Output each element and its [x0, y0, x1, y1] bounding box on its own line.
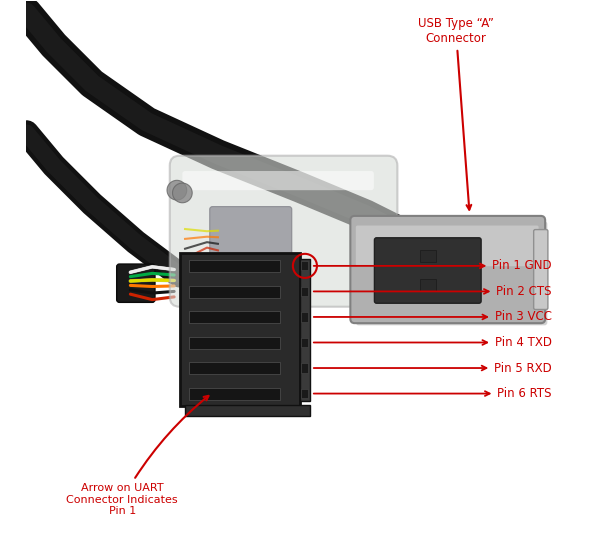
- Text: Pin 5 RXD: Pin 5 RXD: [314, 361, 552, 375]
- Bar: [421, 250, 436, 262]
- Bar: [301, 287, 308, 296]
- Bar: [301, 338, 308, 347]
- Bar: [190, 260, 280, 272]
- Circle shape: [167, 180, 187, 200]
- FancyBboxPatch shape: [170, 156, 397, 307]
- Circle shape: [172, 183, 192, 203]
- Bar: [301, 312, 308, 322]
- Bar: [300, 258, 310, 401]
- Bar: [190, 286, 280, 298]
- Bar: [190, 388, 280, 400]
- Text: Pin 3 VCC: Pin 3 VCC: [314, 310, 552, 323]
- Bar: [190, 337, 280, 349]
- FancyBboxPatch shape: [350, 216, 545, 323]
- Bar: [190, 362, 280, 374]
- Text: Pin 6 RTS: Pin 6 RTS: [314, 387, 552, 400]
- FancyBboxPatch shape: [210, 207, 292, 267]
- FancyBboxPatch shape: [374, 238, 481, 303]
- FancyBboxPatch shape: [356, 226, 539, 266]
- Text: Pin 1 GND: Pin 1 GND: [314, 260, 552, 272]
- FancyBboxPatch shape: [533, 229, 548, 310]
- Bar: [301, 389, 308, 398]
- Bar: [301, 261, 308, 271]
- Text: Pin 2 CTS: Pin 2 CTS: [314, 285, 552, 298]
- Bar: [421, 279, 436, 291]
- FancyBboxPatch shape: [182, 171, 374, 190]
- Bar: [301, 364, 308, 372]
- FancyBboxPatch shape: [116, 264, 155, 303]
- Bar: [179, 253, 300, 406]
- Text: Arrow on UART
Connector Indicates
Pin 1: Arrow on UART Connector Indicates Pin 1: [67, 396, 208, 516]
- Bar: [185, 405, 310, 416]
- Bar: [190, 311, 280, 323]
- FancyBboxPatch shape: [356, 221, 547, 326]
- Text: USB Type “A”
Connector: USB Type “A” Connector: [418, 17, 494, 210]
- Text: Pin 4 TXD: Pin 4 TXD: [314, 336, 552, 349]
